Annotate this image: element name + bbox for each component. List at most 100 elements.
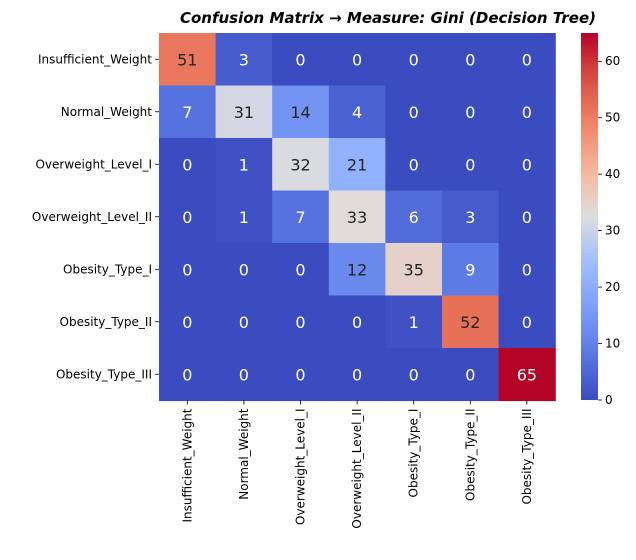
chart-title: Confusion Matrix → Measure: Gini (Decisi…	[180, 9, 596, 27]
heatmap-cell	[159, 295, 217, 349]
cell-value-label: 0	[522, 155, 532, 174]
heatmap-cell	[498, 138, 556, 192]
row-tick-labels: Insufficient_Weight Normal_Weight Overweig…	[32, 52, 159, 381]
colorbar-tick-label: 50	[605, 111, 620, 125]
heatmap-cell	[215, 138, 273, 192]
cell-value-label: 0	[182, 313, 192, 332]
cell-value-label: 0	[239, 313, 249, 332]
heatmap-cell	[385, 85, 443, 139]
cell-value-label: 32	[290, 155, 310, 174]
cell-value-label: 0	[409, 103, 419, 122]
column-tick-label: Obesity_Type_I	[407, 409, 421, 498]
heatmap-cell	[385, 348, 443, 402]
heatmap-cell	[498, 243, 556, 297]
heatmap-cell	[272, 85, 330, 139]
colorbar-tick-label: 0	[605, 393, 613, 407]
colorbar-tick-label: 60	[605, 54, 620, 68]
heatmap-cell	[159, 243, 217, 297]
row-tick-label: Insufficient_Weight	[38, 52, 152, 66]
heatmap-cell	[272, 348, 330, 402]
heatmap-cell	[215, 295, 273, 349]
heatmap-cell	[328, 190, 386, 244]
heatmap-cells: 51 3 0 0 0 0 0 7 31 14 4 0 0 0 0 1 32 21 0 0 0 0 1 7 33 6 3 0 0 0 0 12 3…	[159, 33, 556, 402]
cell-value-label: 52	[460, 313, 480, 332]
heatmap-cell	[328, 243, 386, 297]
cell-value-label: 0	[182, 208, 192, 227]
cell-value-label: 0	[295, 50, 305, 69]
cell-value-label: 31	[234, 103, 254, 122]
cell-value-label: 33	[347, 208, 367, 227]
cell-value-label: 0	[522, 50, 532, 69]
heatmap-cell	[159, 33, 217, 87]
colorbar-tick-label: 30	[605, 224, 620, 238]
cell-value-label: 35	[404, 260, 424, 279]
cell-value-label: 1	[409, 313, 419, 332]
heatmap-cell	[328, 295, 386, 349]
cell-value-label: 4	[352, 103, 362, 122]
heatmap-cell	[215, 348, 273, 402]
cell-value-label: 0	[522, 260, 532, 279]
colorbar-tick-label: 10	[605, 337, 620, 351]
heatmap-cell	[442, 138, 500, 192]
cell-value-label: 0	[522, 208, 532, 227]
heatmap-cell	[385, 295, 443, 349]
cell-value-label: 0	[182, 155, 192, 174]
cell-value-label: 0	[182, 260, 192, 279]
cell-value-label: 0	[465, 103, 475, 122]
cell-value-label: 3	[465, 208, 475, 227]
cell-value-label: 0	[465, 365, 475, 384]
heatmap-cell	[498, 348, 556, 402]
heatmap-cell	[385, 138, 443, 192]
column-tick-label: Obesity_Type_II	[463, 409, 477, 501]
cell-value-label: 0	[409, 365, 419, 384]
heatmap-cell	[159, 85, 217, 139]
column-tick-label: Overweight_Level_II	[350, 409, 364, 529]
cell-value-label: 0	[295, 260, 305, 279]
heatmap-cell	[442, 243, 500, 297]
colorbar-tick-label: 20	[605, 280, 620, 294]
row-tick-label: Overweight_Level_I	[35, 157, 152, 171]
colorbar: 0 10 20 30 40 50 60	[581, 33, 620, 407]
row-tick-label: Obesity_Type_III	[56, 367, 152, 381]
cell-value-label: 0	[522, 103, 532, 122]
cell-value-label: 0	[465, 50, 475, 69]
heatmap-cell	[159, 190, 217, 244]
cell-value-label: 0	[239, 260, 249, 279]
heatmap-cell	[328, 348, 386, 402]
heatmap-cell	[272, 138, 330, 192]
cell-value-label: 0	[352, 365, 362, 384]
column-tick-label: Overweight_Level_I	[294, 409, 308, 526]
cell-value-label: 9	[465, 260, 475, 279]
column-tick-labels: Insufficient_Weight Normal_Weight Overweig…	[180, 400, 534, 529]
cell-value-label: 65	[517, 365, 537, 384]
row-tick-label: Overweight_Level_II	[32, 210, 152, 224]
cell-value-label: 0	[295, 313, 305, 332]
heatmap-cell	[215, 243, 273, 297]
heatmap-cell	[442, 295, 500, 349]
heatmap-cell	[159, 138, 217, 192]
cell-value-label: 6	[409, 208, 419, 227]
heatmap-cell	[442, 190, 500, 244]
heatmap-cell	[215, 190, 273, 244]
row-tick-label: Normal_Weight	[61, 105, 153, 119]
cell-value-label: 14	[290, 103, 310, 122]
cell-value-label: 0	[352, 313, 362, 332]
cell-value-label: 0	[409, 155, 419, 174]
column-tick-label: Normal_Weight	[237, 408, 251, 500]
heatmap-cell	[498, 190, 556, 244]
cell-value-label: 0	[239, 365, 249, 384]
heatmap-cell	[442, 348, 500, 402]
cell-value-label: 1	[239, 155, 249, 174]
heatmap-cell	[215, 85, 273, 139]
heatmap-cell	[272, 295, 330, 349]
heatmap-cell	[159, 348, 217, 402]
cell-value-label: 7	[182, 103, 192, 122]
heatmap-cell	[328, 33, 386, 87]
heatmap-cell	[498, 33, 556, 87]
cell-value-label: 7	[295, 208, 305, 227]
heatmap-cell	[498, 295, 556, 349]
heatmap-cell	[385, 33, 443, 87]
heatmap-cell	[328, 138, 386, 192]
cell-value-label: 0	[409, 50, 419, 69]
heatmap-cell	[272, 33, 330, 87]
